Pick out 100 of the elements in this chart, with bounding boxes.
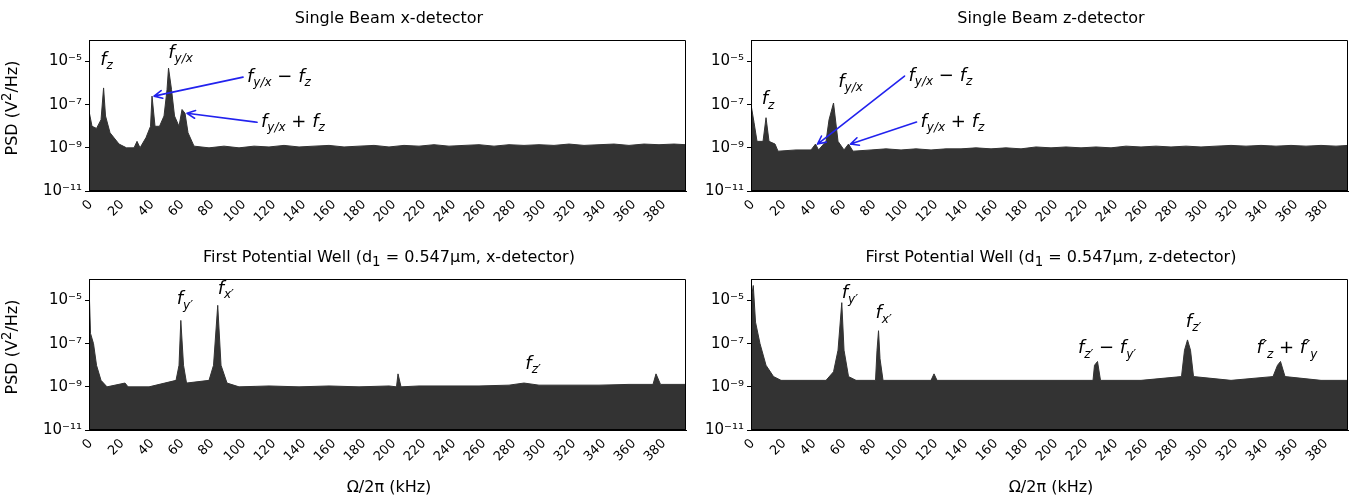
x-tick-label: 360 [610, 196, 639, 225]
x-tick-label: 280 [490, 435, 519, 464]
x-tick-label: 0 [78, 196, 96, 213]
x-tick-label: 320 [550, 196, 579, 225]
y-tick-label: 10⁻⁷ [711, 333, 745, 352]
x-tick-label: 320 [550, 435, 579, 464]
x-tick-label: 100 [220, 196, 249, 225]
x-tick-label: 320 [1212, 196, 1241, 225]
x-tick-label: 20 [766, 196, 789, 219]
x-tick-label: 260 [1122, 435, 1151, 464]
y-tick-label: 10⁻⁹ [49, 376, 83, 395]
x-tick-label: 260 [1122, 196, 1151, 225]
x-tick-label: 40 [796, 196, 819, 219]
x-axis-title: Ω/2π (kHz) [345, 477, 433, 496]
x-tick-label: 140 [280, 435, 309, 464]
y-tick-label: 10⁻⁵ [49, 290, 83, 309]
x-tick-label: 80 [194, 435, 217, 458]
x-tick-label: 200 [1032, 435, 1061, 464]
x-tick-label: 220 [1062, 196, 1091, 225]
chart-title: First Potential Well (d$_{1}$ = 0.547μm, z-detector) [864, 247, 1238, 270]
x-tick-label: 260 [460, 196, 489, 225]
x-tick-label: 240 [1092, 196, 1121, 225]
x-tick-label: 60 [826, 435, 849, 458]
x-tick-label: 240 [1092, 435, 1121, 464]
x-tick-label: 100 [882, 435, 911, 464]
x-tick-label: 20 [766, 435, 789, 458]
x-tick-label: 200 [1032, 196, 1061, 225]
x-tick-label: 220 [400, 435, 429, 464]
x-tick-label: 200 [370, 196, 399, 225]
y-tick-label: 10⁻⁵ [711, 51, 745, 70]
x-tick-label: 160 [972, 196, 1001, 225]
x-tick-label: 180 [1002, 196, 1031, 225]
x-tick-label: 60 [164, 196, 187, 219]
x-tick-label: 40 [134, 196, 157, 219]
x-tick-label: 0 [740, 435, 758, 452]
x-tick-label: 20 [104, 196, 127, 219]
x-tick-label: 40 [796, 435, 819, 458]
y-tick-label: 10⁻¹¹ [43, 419, 83, 438]
chart-title: Single Beam x-detector [293, 8, 485, 27]
x-tick-label: 140 [280, 196, 309, 225]
x-tick-label: 160 [972, 435, 1001, 464]
x-tick-label: 240 [430, 435, 459, 464]
x-tick-label: 300 [520, 196, 549, 225]
x-tick-label: 60 [826, 196, 849, 219]
x-axis-title: Ω/2π (kHz) [1007, 477, 1095, 496]
x-tick-label: 80 [194, 196, 217, 219]
x-tick-label: 360 [1272, 196, 1301, 225]
x-tick-label: 320 [1212, 435, 1241, 464]
x-tick-label: 340 [580, 196, 609, 225]
chart-title: First Potential Well (d$_{1}$ = 0.547μm, x-detector) [202, 247, 576, 270]
y-tick-label: 10⁻¹¹ [705, 180, 745, 199]
x-tick-label: 180 [1002, 435, 1031, 464]
x-tick-label: 340 [1242, 196, 1271, 225]
x-tick-label: 340 [580, 435, 609, 464]
x-tick-label: 280 [1152, 196, 1181, 225]
y-tick-label: 10⁻⁹ [711, 137, 745, 156]
x-tick-label: 360 [1272, 435, 1301, 464]
x-tick-label: 260 [460, 435, 489, 464]
y-tick-label: 10⁻⁹ [711, 376, 745, 395]
x-tick-label: 220 [1062, 435, 1091, 464]
x-tick-label: 100 [882, 196, 911, 225]
x-tick-label: 280 [1152, 435, 1181, 464]
x-tick-label: 280 [490, 196, 519, 225]
y-tick-label: 10⁻⁹ [49, 137, 83, 156]
x-tick-label: 60 [164, 435, 187, 458]
x-tick-label: 0 [740, 196, 758, 213]
x-tick-label: 120 [912, 196, 941, 225]
x-tick-label: 380 [640, 435, 669, 464]
y-tick-label: 10⁻¹¹ [43, 180, 83, 199]
x-tick-label: 120 [250, 435, 279, 464]
x-tick-label: 0 [78, 435, 96, 452]
x-tick-label: 180 [340, 196, 369, 225]
y-tick-label: 10⁻⁷ [711, 94, 745, 113]
x-tick-label: 180 [340, 435, 369, 464]
x-tick-label: 140 [942, 435, 971, 464]
x-tick-label: 360 [610, 435, 639, 464]
x-tick-label: 240 [430, 196, 459, 225]
y-tick-label: 10⁻⁷ [49, 333, 83, 352]
x-tick-label: 300 [1182, 435, 1211, 464]
x-tick-label: 200 [370, 435, 399, 464]
y-tick-label: 10⁻⁵ [49, 51, 83, 70]
x-tick-label: 100 [220, 435, 249, 464]
y-tick-label: 10⁻⁵ [711, 290, 745, 309]
x-tick-label: 380 [640, 196, 669, 225]
x-tick-label: 380 [1302, 435, 1331, 464]
x-tick-label: 80 [856, 435, 879, 458]
x-tick-label: 300 [520, 435, 549, 464]
x-tick-label: 300 [1182, 196, 1211, 225]
x-tick-label: 140 [942, 196, 971, 225]
x-tick-label: 160 [310, 196, 339, 225]
chart-title: Single Beam z-detector [956, 8, 1146, 27]
x-tick-label: 220 [400, 196, 429, 225]
x-tick-label: 340 [1242, 435, 1271, 464]
x-tick-label: 80 [856, 196, 879, 219]
x-tick-label: 120 [912, 435, 941, 464]
x-tick-label: 160 [310, 435, 339, 464]
x-tick-label: 40 [134, 435, 157, 458]
x-tick-label: 20 [104, 435, 127, 458]
y-tick-label: 10⁻¹¹ [705, 419, 745, 438]
x-tick-label: 380 [1302, 196, 1331, 225]
